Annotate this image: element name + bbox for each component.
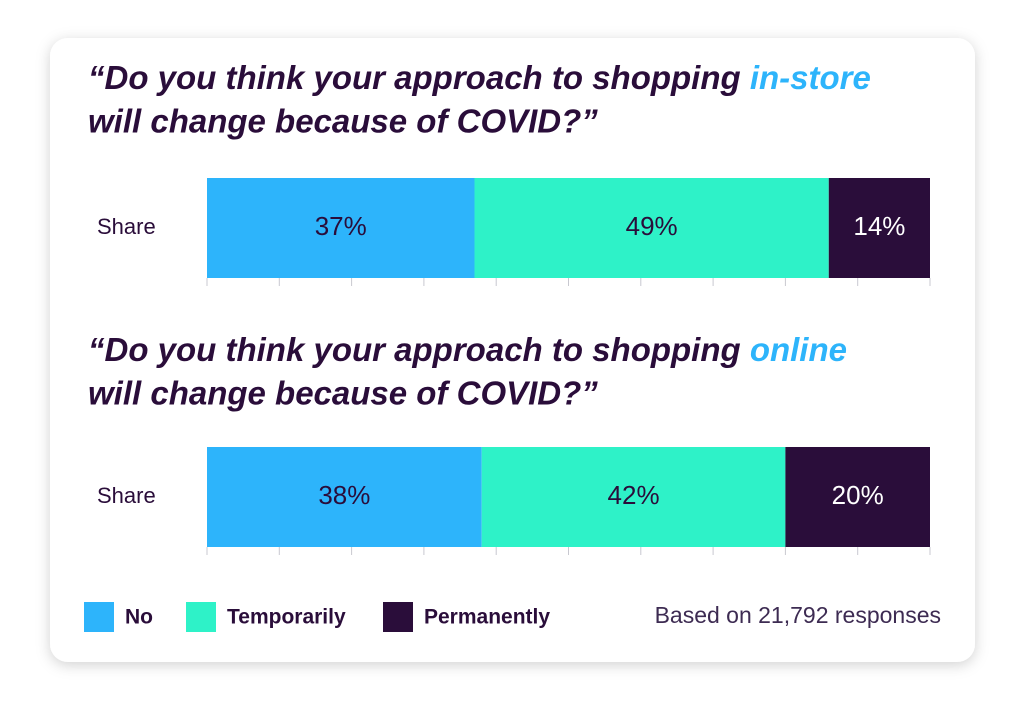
chart-title: “Do you think your approach to shopping … [88,331,847,368]
legend-swatch [84,602,114,632]
chart-title: will change because of COVID?” [88,375,598,412]
value-label: 14% [853,211,905,241]
chart-title: will change because of COVID?” [88,103,598,140]
bar-segment [481,447,786,547]
legend-swatch [186,602,216,632]
legend-label: Temporarily [227,606,346,629]
value-label: 37% [315,211,367,241]
bar-segment [474,178,829,278]
title-highlight: in-store [750,59,871,96]
value-label: 38% [318,480,370,510]
value-label: 49% [626,211,678,241]
legend-label: No [125,606,153,629]
title-highlight: online [750,331,847,368]
legend-label: Permanently [424,606,550,629]
title-text: “Do you think your approach to shopping [88,59,750,96]
category-label: Share [97,214,156,239]
value-label: 42% [608,480,660,510]
bar-segment [207,447,482,547]
bar-segment [828,178,930,278]
value-label: 20% [832,480,884,510]
bar-segment [785,447,930,547]
bar-segment [207,178,475,278]
legend-swatch [383,602,413,632]
category-label: Share [97,483,156,508]
chart-title: “Do you think your approach to shopping … [88,59,871,96]
footnote: Based on 21,792 responses [655,602,941,628]
title-text: “Do you think your approach to shopping [88,331,750,368]
